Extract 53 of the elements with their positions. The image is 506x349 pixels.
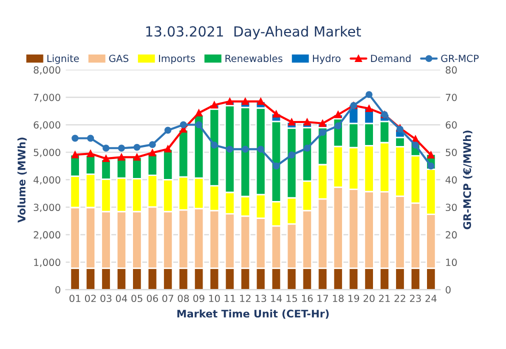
y2-tick-label: 80 xyxy=(446,66,457,74)
legend-label: GR-MCP xyxy=(441,54,479,62)
x-tick-label: 01 xyxy=(70,294,80,302)
y2-tick-label: 10 xyxy=(446,258,457,266)
chart-title: 13.03.2021 Day-Ahead Market xyxy=(146,26,361,40)
y2-tick-label: 40 xyxy=(446,176,457,184)
legend-label: Imports xyxy=(159,54,195,64)
x-tick-label: 08 xyxy=(178,294,189,302)
x-tick-label: 22 xyxy=(394,294,406,302)
legend-label: Renewables xyxy=(226,54,282,62)
x-tick-label: 10 xyxy=(209,294,220,302)
y-tick-label: 7,000 xyxy=(34,94,60,102)
y-tick-label: 8,000 xyxy=(34,66,60,75)
x-tick-label: 23 xyxy=(410,294,421,302)
y2-tick-label: 60 xyxy=(446,121,457,129)
x-tick-label: 18 xyxy=(332,294,344,302)
x-tick-label: 20 xyxy=(364,294,375,302)
legend-label: GAS xyxy=(109,54,128,62)
x-tick-label: 03 xyxy=(100,294,112,302)
y2-tick-label: 70 xyxy=(446,94,457,102)
y-tick-label: 6,000 xyxy=(34,121,60,130)
legend-label: Hydro xyxy=(312,54,340,64)
x-axis-title: Market Time Unit (CET-Hr) xyxy=(177,309,329,319)
x-tick-label: 04 xyxy=(116,294,128,302)
y-tick-label: 4,000 xyxy=(34,176,60,185)
y-tick-label: 5,000 xyxy=(34,148,60,158)
x-tick-label: 02 xyxy=(84,294,96,302)
x-tick-label: 12 xyxy=(240,294,250,302)
x-tick-label: 13 xyxy=(256,294,266,302)
y2-axis-title: GR-MCP (€/MWh) xyxy=(463,130,472,230)
x-tick-label: 19 xyxy=(348,294,360,302)
x-tick-label: 06 xyxy=(146,294,158,302)
y-axis-title: Volume (MWh) xyxy=(17,138,27,223)
x-tick-label: 21 xyxy=(379,294,390,302)
legend-label: Demand xyxy=(371,54,410,62)
x-tick-label: 11 xyxy=(224,294,236,302)
x-tick-label: 05 xyxy=(131,294,142,302)
y-tick-label: 1,000 xyxy=(34,258,60,268)
y2-tick-label: 20 xyxy=(446,231,457,239)
y2-tick-label: 0 xyxy=(446,286,451,294)
x-tick-label: 16 xyxy=(302,294,313,302)
x-tick-label: 14 xyxy=(271,294,282,302)
x-tick-label: 24 xyxy=(425,294,437,302)
y2-tick-label: 50 xyxy=(446,148,457,156)
y-tick-label: 0 xyxy=(55,286,60,294)
x-tick-label: 07 xyxy=(162,294,174,302)
x-tick-label: 17 xyxy=(318,294,328,302)
x-tick-label: 09 xyxy=(193,294,204,302)
y2-tick-label: 30 xyxy=(446,204,457,212)
y-tick-label: 3,000 xyxy=(34,204,60,212)
legend-label: Lignite xyxy=(47,54,79,64)
x-tick-label: 15 xyxy=(286,294,298,302)
y-tick-label: 2,000 xyxy=(34,231,60,240)
